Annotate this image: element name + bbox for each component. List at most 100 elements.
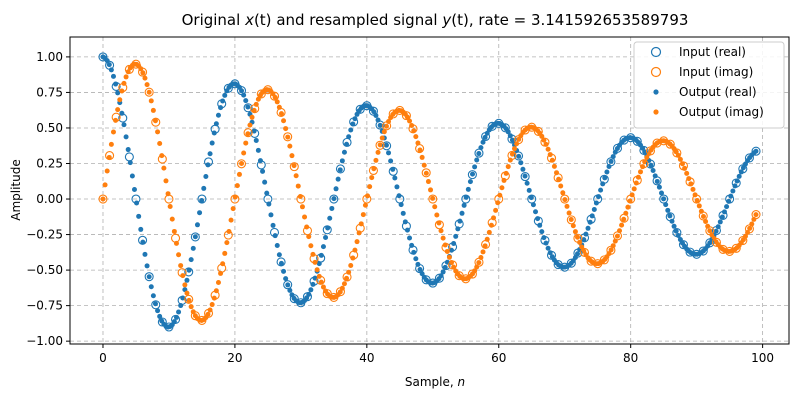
input-point (540, 137, 550, 147)
input-point (335, 287, 345, 297)
input-point (434, 273, 444, 283)
input-point (217, 99, 227, 109)
output-point (539, 229, 545, 235)
x-tick-label: 60 (491, 351, 506, 365)
output-point (188, 257, 194, 263)
output-point (524, 180, 530, 186)
output-point (665, 207, 671, 213)
output-point (106, 154, 112, 160)
input-point (111, 112, 121, 122)
input-point (316, 275, 326, 285)
output-point (140, 70, 146, 76)
input-point (599, 255, 609, 265)
input-point (408, 245, 418, 255)
output-point (110, 129, 116, 135)
output-point (331, 196, 337, 202)
input-point (144, 272, 154, 282)
input-point (639, 159, 649, 169)
legend-label: Input (imag) (679, 65, 753, 79)
input-point (744, 153, 754, 163)
input-point (698, 246, 708, 256)
y-tick-label: 0.50 (36, 121, 63, 135)
input-point (223, 230, 233, 240)
input-point (731, 243, 741, 253)
output-point (348, 127, 354, 133)
input-point (283, 132, 293, 142)
output-point (417, 266, 423, 272)
output-point (516, 153, 522, 159)
input-point (698, 211, 708, 221)
y-tick-label: 1.00 (36, 50, 63, 64)
x-tick-label: 0 (99, 351, 107, 365)
output-point (239, 88, 245, 94)
output-point (341, 149, 347, 155)
input-point (645, 146, 656, 156)
output-point (222, 92, 228, 98)
input-point (309, 254, 319, 264)
input-point (177, 268, 187, 278)
input-point (586, 214, 596, 224)
output-point (155, 308, 161, 314)
input-point (276, 107, 286, 117)
output-point (522, 173, 528, 179)
output-point (371, 166, 377, 172)
input-point (474, 148, 484, 158)
input-point (441, 261, 451, 271)
output-point (619, 222, 625, 228)
output-point (589, 213, 595, 219)
input-point (322, 225, 332, 235)
output-point (314, 267, 320, 273)
output-point (400, 210, 406, 216)
output-point (499, 185, 505, 191)
input-point (514, 135, 524, 145)
output-point (575, 234, 581, 240)
output-point (247, 122, 253, 128)
input-point (203, 157, 214, 167)
input-point (665, 139, 675, 149)
output-point (404, 114, 410, 120)
input-point (619, 213, 629, 223)
input-point (164, 194, 174, 204)
output-point (110, 73, 116, 79)
y-tick-label: −0.75 (26, 299, 63, 313)
output-point (190, 245, 196, 251)
output-point (604, 169, 610, 175)
input-point (481, 239, 491, 250)
input-point (415, 263, 425, 274)
chart-title: Original x(t) and resampled signal y(t),… (182, 11, 689, 29)
input-point (711, 237, 721, 247)
input-point (738, 164, 748, 174)
output-point (306, 234, 312, 240)
input-point (368, 106, 378, 116)
axes-frame (69, 36, 790, 345)
input-point (593, 194, 603, 204)
output-point (186, 267, 192, 273)
input-point (744, 224, 754, 234)
input-point (566, 215, 576, 225)
output-point (150, 293, 156, 299)
output-point (476, 260, 482, 266)
output-point (421, 162, 427, 168)
output-point (203, 174, 209, 180)
input-point (560, 262, 570, 272)
output-point (159, 153, 165, 159)
output-point (354, 239, 360, 245)
input-point (362, 194, 372, 204)
output-point (396, 193, 402, 199)
input-point (236, 86, 247, 96)
input-point (579, 247, 590, 258)
output-point (230, 206, 236, 212)
output-point (121, 122, 127, 128)
input-point (395, 105, 405, 115)
output-point (463, 194, 469, 200)
output-point (602, 175, 608, 181)
output-point (222, 250, 228, 256)
output-point (572, 255, 578, 261)
output-point (241, 150, 247, 156)
input-point (335, 164, 345, 174)
input-point (329, 194, 339, 204)
input-point (131, 59, 141, 69)
output-point (707, 228, 713, 234)
output-point (696, 203, 702, 209)
